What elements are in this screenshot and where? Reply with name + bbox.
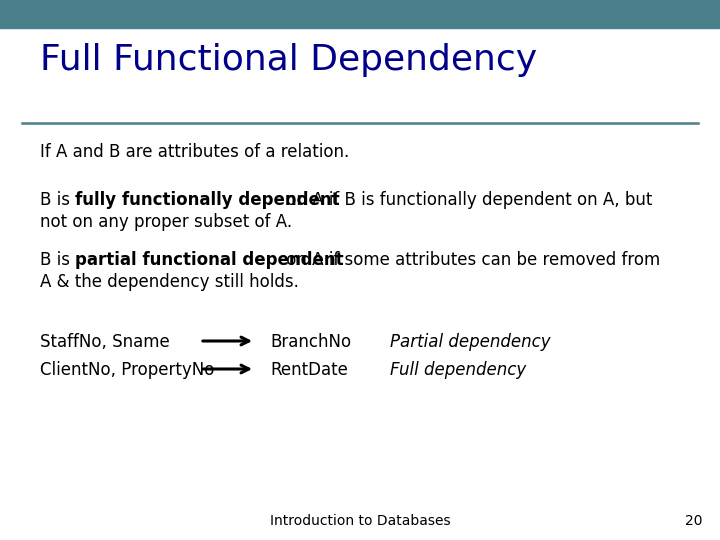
Text: Full dependency: Full dependency [390, 361, 526, 379]
Text: on A if some attributes can be removed from: on A if some attributes can be removed f… [281, 251, 660, 269]
Text: B is: B is [40, 191, 76, 209]
Text: on A if B is functionally dependent on A, but: on A if B is functionally dependent on A… [281, 191, 652, 209]
Text: RentDate: RentDate [270, 361, 348, 379]
Text: 20: 20 [685, 514, 702, 528]
Text: If A and B are attributes of a relation.: If A and B are attributes of a relation. [40, 143, 349, 161]
Text: Introduction to Databases: Introduction to Databases [270, 514, 450, 528]
Text: ClientNo, PropertyNo: ClientNo, PropertyNo [40, 361, 215, 379]
Text: not on any proper subset of A.: not on any proper subset of A. [40, 213, 292, 231]
Text: partial functional dependent: partial functional dependent [75, 251, 343, 269]
Text: BranchNo: BranchNo [270, 333, 351, 351]
Text: B is: B is [40, 251, 76, 269]
Text: fully functionally dependent: fully functionally dependent [75, 191, 340, 209]
Bar [0, 0, 720, 28]
Text: Partial dependency: Partial dependency [390, 333, 551, 351]
Text: StaffNo, Sname: StaffNo, Sname [40, 333, 170, 351]
Text: Full Functional Dependency: Full Functional Dependency [40, 43, 537, 77]
Text: A & the dependency still holds.: A & the dependency still holds. [40, 273, 299, 291]
